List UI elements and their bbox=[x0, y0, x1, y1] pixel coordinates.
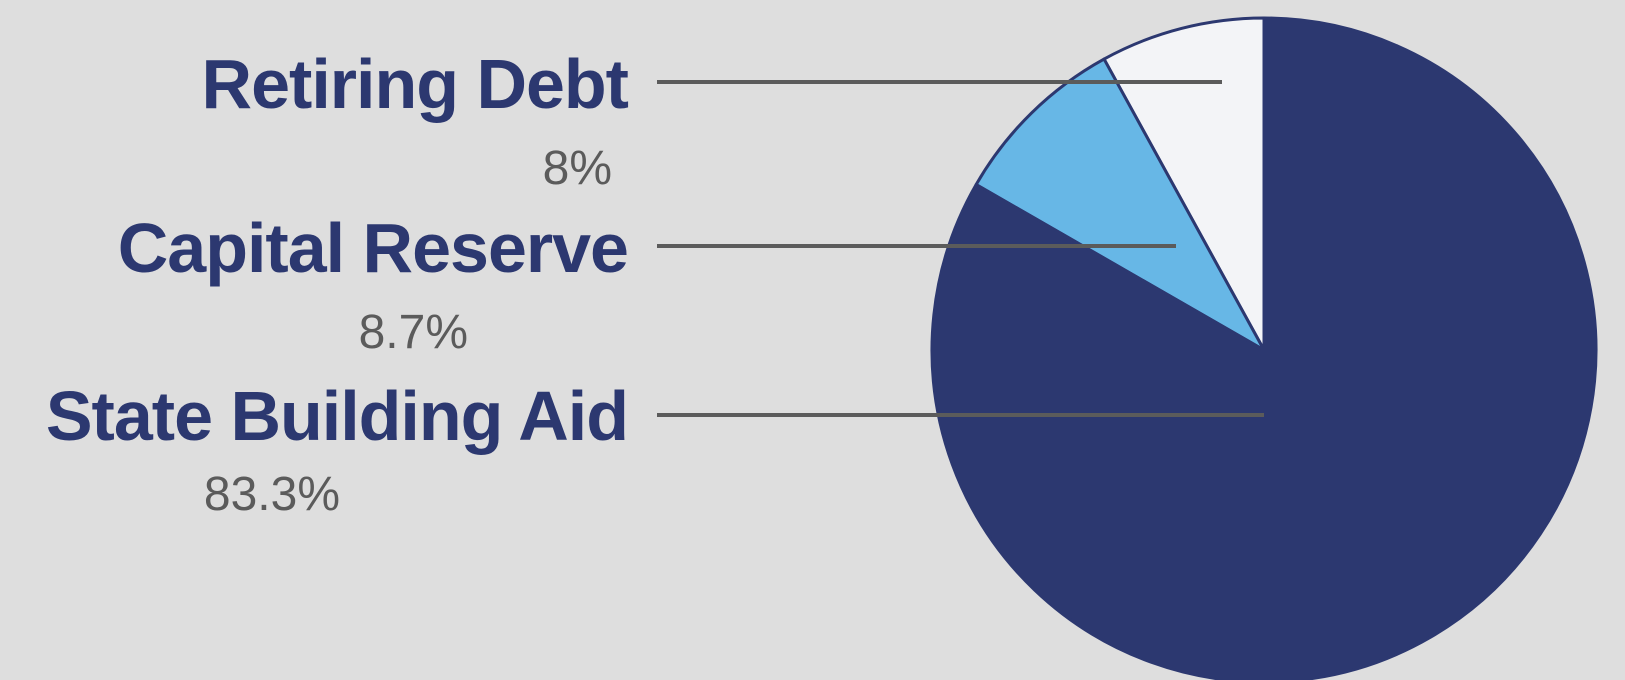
pie-slice-capital-reserve bbox=[974, 57, 1266, 352]
pie-slice-retiring-debt bbox=[1102, 16, 1266, 352]
leader-lines bbox=[657, 80, 1264, 417]
value-label-retiring-debt: 8% bbox=[543, 142, 612, 195]
category-label-retiring-debt: Retiring Debt bbox=[202, 45, 629, 123]
slice-labels: Retiring Debt 8% Capital Reserve 8.7% State … bbox=[46, 45, 630, 521]
value-label-state-building-aid: 83.3% bbox=[204, 468, 340, 521]
category-label-capital-reserve: Capital Reserve bbox=[118, 209, 628, 287]
value-label-capital-reserve: 8.7% bbox=[359, 306, 468, 359]
pie-slices bbox=[930, 16, 1598, 680]
pie-slice-state-building-aid bbox=[930, 16, 1598, 680]
category-label-state-building-aid: State Building Aid bbox=[46, 377, 628, 455]
